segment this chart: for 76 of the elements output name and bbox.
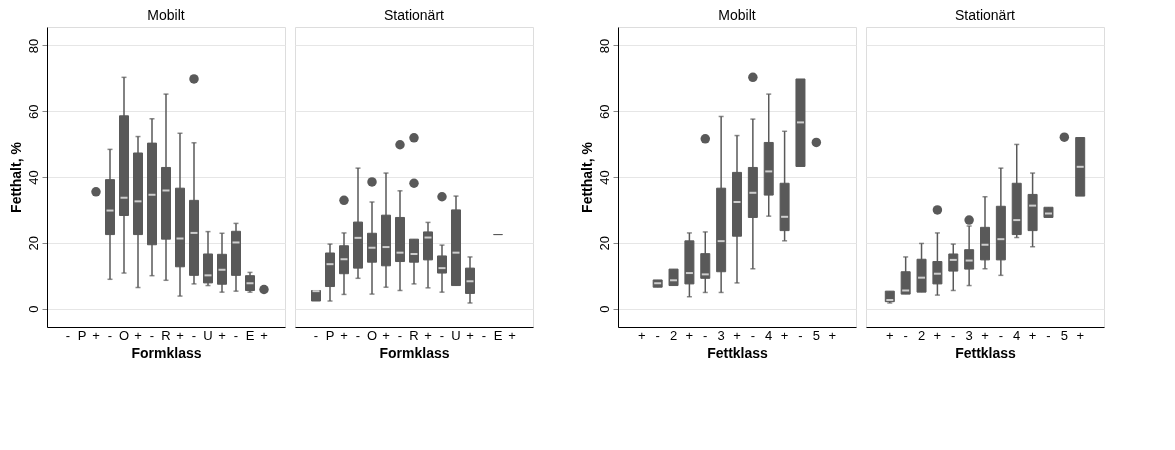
x-tick-label: - (149, 327, 155, 343)
x-tick-label: 4 (765, 327, 773, 343)
x-tick-label: + (1028, 327, 1037, 343)
x-tick-label: + (466, 327, 474, 343)
x-tick-label: 5 (1060, 327, 1068, 343)
x-tick-label: - (65, 327, 71, 343)
x-tick-label: 3 (965, 327, 973, 343)
x-tick-label: - (1046, 327, 1051, 343)
x-tick-label: + (638, 327, 646, 343)
y-tick-label: 40 (596, 170, 612, 185)
x-tick-label: U (203, 327, 213, 343)
x-tick-label: - (798, 327, 803, 343)
x-tick-label: + (933, 327, 942, 343)
x-tick-label: + (218, 327, 226, 343)
x-tick-label: 5 (812, 327, 820, 343)
x-tick-label: + (981, 327, 989, 343)
y-tick-label: 60 (25, 104, 41, 119)
x-tick-label: - (750, 327, 756, 343)
x-tick-label: + (780, 327, 789, 343)
x-tick-label: O (118, 327, 130, 343)
x-tick-label: - (355, 327, 361, 343)
chart-title: Mobilt (718, 7, 756, 23)
x-tick-label: - (439, 327, 445, 343)
x-tick-label: R (161, 327, 171, 343)
x-tick-label: + (176, 327, 184, 343)
x-tick-label: - (903, 327, 908, 343)
x-tick-label: E (493, 327, 503, 343)
x-axis-title: Formklass (131, 344, 202, 361)
x-tick-label: 4 (1013, 327, 1021, 343)
x-tick-label: + (260, 327, 268, 343)
x-axis-title: Fettklass (707, 344, 769, 361)
x-tick-label: + (828, 327, 836, 343)
x-tick-label: + (1076, 327, 1084, 343)
x-tick-label: U (451, 327, 461, 343)
x-tick-label: - (397, 327, 403, 343)
x-tick-label: - (313, 327, 319, 343)
x-tick-label: O (366, 327, 378, 343)
x-axis-title: Fettklass (955, 344, 1017, 361)
x-tick-label: - (951, 327, 956, 343)
x-tick-label: 3 (717, 327, 725, 343)
x-tick-label: + (340, 327, 348, 343)
x-tick-label: P (77, 327, 87, 343)
x-tick-label: + (382, 327, 390, 343)
x-tick-label: - (998, 327, 1004, 343)
y-axis-title: Fetthalt, % (578, 141, 595, 213)
y-tick-label: 40 (25, 170, 41, 185)
y-axis-title: Fetthalt, % (7, 141, 24, 213)
x-tick-label: - (481, 327, 487, 343)
y-tick-label: 20 (25, 236, 41, 251)
x-tick-label: R (409, 327, 419, 343)
x-tick-label: + (134, 327, 142, 343)
y-tick-label: 80 (596, 38, 612, 54)
chart-title: Mobilt (147, 7, 185, 23)
x-tick-label: E (245, 327, 255, 343)
x-tick-label: + (92, 327, 100, 343)
x-tick-label: - (233, 327, 239, 343)
y-tick-label: 0 (596, 305, 612, 313)
x-tick-label: - (655, 327, 660, 343)
y-tick-label: 80 (25, 38, 41, 54)
x-tick-label: 2 (669, 327, 678, 343)
y-tick-label: 20 (596, 236, 612, 251)
x-tick-label: - (107, 327, 113, 343)
x-tick-label: 2 (917, 327, 926, 343)
x-tick-label: + (685, 327, 694, 343)
chart-title: Stationärt (384, 7, 445, 23)
x-tick-label: - (703, 327, 708, 343)
x-tick-label: + (424, 327, 432, 343)
x-tick-label: - (191, 327, 197, 343)
y-tick-label: 0 (25, 305, 41, 313)
x-axis-title: Formklass (379, 344, 450, 361)
chart-title: Stationärt (955, 7, 1016, 23)
x-tick-label: + (733, 327, 741, 343)
x-tick-label: + (886, 327, 894, 343)
x-tick-label: + (508, 327, 516, 343)
x-tick-label: P (325, 327, 335, 343)
y-tick-label: 60 (596, 104, 612, 119)
